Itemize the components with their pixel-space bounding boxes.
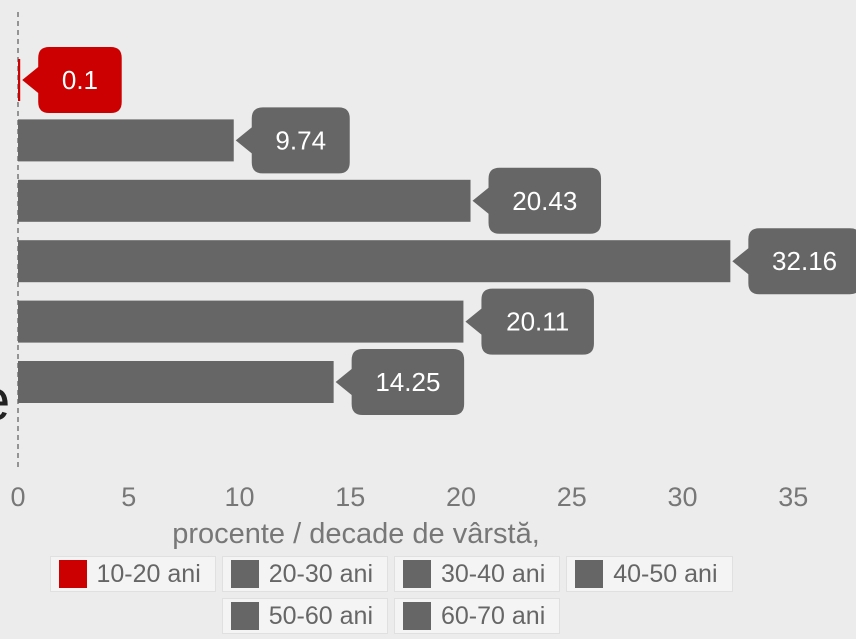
value-callout <box>22 47 122 113</box>
legend-item[interactable]: 40-50 ani <box>566 556 733 592</box>
x-tick-labels: 0 5 10 15 20 25 30 35 <box>10 482 808 512</box>
legend-label: 50-60 ani <box>268 601 373 630</box>
bar <box>18 240 731 283</box>
bar <box>18 179 471 222</box>
legend-swatch <box>230 560 259 588</box>
x-tick-label: 30 <box>667 482 697 512</box>
bar <box>18 119 234 162</box>
legend-item[interactable]: 10-20 ani <box>49 556 216 592</box>
legend-item[interactable]: 30-40 ani <box>394 556 561 592</box>
x-tick-label: 25 <box>557 482 587 512</box>
x-tick-label: 10 <box>224 482 254 512</box>
bars-layer <box>18 59 731 403</box>
legend-swatch <box>230 602 259 630</box>
bar <box>18 361 334 403</box>
x-axis-label: procente / decade de vârstă, <box>172 518 540 550</box>
value-label: 14.25 <box>375 367 440 397</box>
legend-label: 10-20 ani <box>96 559 201 588</box>
legend-label: 30-40 ani <box>441 559 546 588</box>
legend-item[interactable]: 50-60 ani <box>221 598 388 634</box>
legend-swatch <box>575 560 604 588</box>
legend-item[interactable]: 60-70 ani <box>394 598 561 634</box>
value-label: 20.43 <box>512 186 577 216</box>
value-label: 0.1 <box>62 65 98 95</box>
legend-label: 20-30 ani <box>268 559 373 588</box>
legend-label: 40-50 ani <box>613 559 718 588</box>
legend-swatch <box>403 560 431 588</box>
value-label: 32.16 <box>772 246 837 276</box>
x-tick-label: 35 <box>778 482 808 512</box>
bar <box>18 300 464 343</box>
x-tick-label: 5 <box>121 482 136 512</box>
legend-swatch <box>58 560 87 588</box>
legend-swatch <box>403 602 431 630</box>
x-tick-label: 0 <box>10 482 25 512</box>
x-tick-label: 15 <box>335 482 365 512</box>
bar-chart: 0.1 9.74 20.43 32.16 20.11 14.25 0 5 10 15 20 25 30… <box>10 12 856 512</box>
x-tick-label: 20 <box>446 482 476 512</box>
value-label: 20.11 <box>506 307 569 337</box>
legend-item[interactable]: 20-30 ani <box>221 556 388 592</box>
value-callout <box>235 107 350 174</box>
value-callout <box>335 349 465 415</box>
value-labels-layer: 0.1 9.74 20.43 32.16 20.11 14.25 <box>22 47 856 415</box>
value-callout <box>472 167 602 234</box>
legend: 10-20 ani 20-30 ani 30-40 ani 40-50 ani 50-6… <box>0 556 782 634</box>
partial-text: e <box>0 372 10 430</box>
value-callout <box>465 288 594 355</box>
value-label: 9.74 <box>275 125 326 155</box>
bar <box>18 59 21 101</box>
legend-label: 60-70 ani <box>441 601 546 630</box>
value-callout <box>732 228 856 295</box>
